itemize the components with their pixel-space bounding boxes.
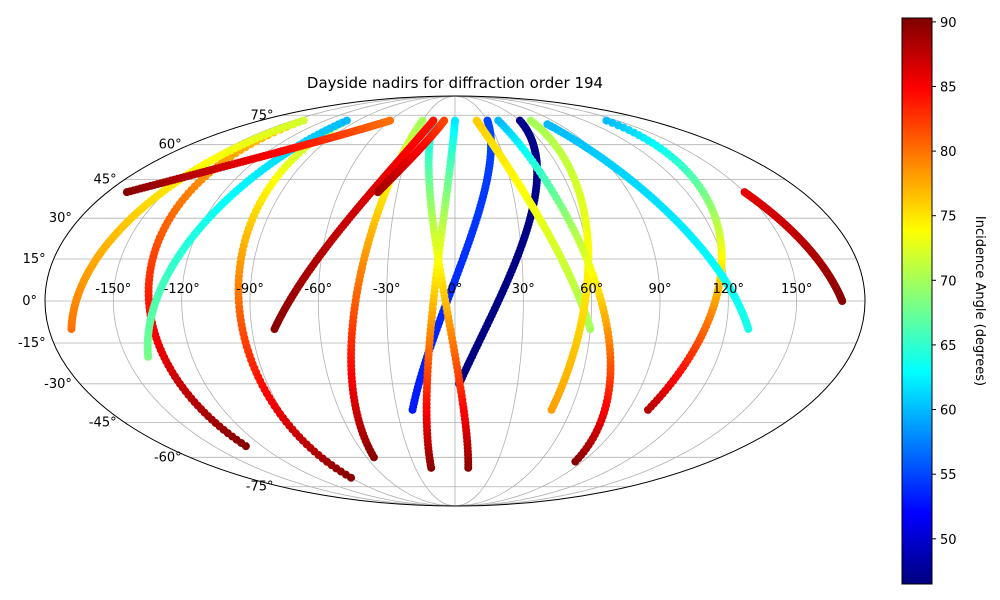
longitude-tick-label: -90° [236, 282, 264, 297]
nadir-track [740, 188, 847, 305]
scatter-points [67, 116, 847, 482]
longitude-tick-label: 120° [713, 282, 744, 297]
nadir-point [418, 116, 427, 125]
nadir-point [472, 116, 481, 125]
nadir-point [299, 116, 308, 125]
colorbar-tick-label: 75 [940, 210, 957, 225]
nadir-track [472, 116, 595, 334]
longitude-tick-label: 150° [781, 282, 812, 297]
colorbar-tick-label: 85 [940, 81, 957, 96]
latitude-tick-label: -60° [154, 450, 182, 465]
nadir-point [451, 116, 459, 125]
nadir-point [740, 188, 749, 197]
nadir-track [543, 120, 753, 334]
colorbar-ticks: 50 55 60 65 70 75 80 85 90 [932, 16, 957, 548]
nadir-point [429, 116, 438, 125]
colorbar: 50 55 60 65 70 75 80 85 90 Incidence Angle (degr… [901, 16, 987, 585]
latitude-tick-label: 30° [49, 211, 72, 226]
latitude-tick-label: -45° [89, 415, 117, 430]
colorbar-tick-label: 80 [940, 145, 957, 160]
nadir-point [543, 120, 552, 129]
latitude-tick-label: 75° [250, 108, 273, 123]
nadir-track [424, 116, 473, 472]
nadir-point [483, 116, 492, 125]
latitude-tick-label: -75° [246, 480, 274, 495]
latitude-tick-labels: -75° -60° -45° -30° -15° 0° 15° 30° 45° 60° 75° [18, 108, 274, 494]
nadir-point [526, 116, 535, 125]
colorbar-tick-label: 60 [940, 404, 957, 419]
latitude-tick-label: 15° [23, 252, 46, 267]
colorbar-gradient [901, 17, 933, 585]
nadir-point [515, 116, 524, 125]
nadir-point [342, 116, 351, 125]
longitude-tick-label: 30° [512, 282, 535, 297]
colorbar-tick-label: 90 [940, 16, 957, 31]
latitude-tick-label: 0° [22, 294, 37, 309]
latitude-tick-label: 45° [94, 173, 117, 188]
colorbar-tick-label: 65 [940, 339, 957, 354]
nadir-track [122, 116, 395, 197]
map-outline [44, 95, 866, 507]
latitude-tick-label: -30° [44, 377, 72, 392]
longitude-tick-label: 60° [580, 282, 603, 297]
longitude-tick-label: 0° [448, 282, 463, 297]
colorbar-tick-label: 70 [940, 274, 957, 289]
colorbar-label: Incidence Angle (degrees) [972, 216, 987, 386]
colorbar-tick-label: 50 [940, 533, 957, 548]
longitude-tick-label: -30° [373, 282, 401, 297]
longitude-tick-label: 90° [648, 282, 671, 297]
nadir-point [440, 116, 449, 125]
nadir-point [602, 116, 611, 125]
map-grid [45, 95, 865, 507]
longitude-tick-label: -120° [164, 282, 200, 297]
nadir-track [494, 116, 615, 466]
colorbar-tick-label: 55 [940, 468, 957, 483]
nadir-point [386, 116, 395, 125]
nadir-track [602, 116, 726, 414]
longitude-tick-label: -150° [95, 282, 131, 297]
nadir-point [494, 116, 503, 125]
latitude-tick-label: 60° [159, 138, 182, 153]
nadir-track [373, 116, 449, 197]
longitude-tick-label: -60° [304, 282, 332, 297]
latitude-tick-label: -15° [18, 336, 46, 351]
longitude-tick-labels: -150° -120° -90° -60° -30° 0° 30° 60° 90° 120° 150… [95, 282, 812, 297]
chart-title: Dayside nadirs for diffraction order 194 [307, 74, 603, 92]
